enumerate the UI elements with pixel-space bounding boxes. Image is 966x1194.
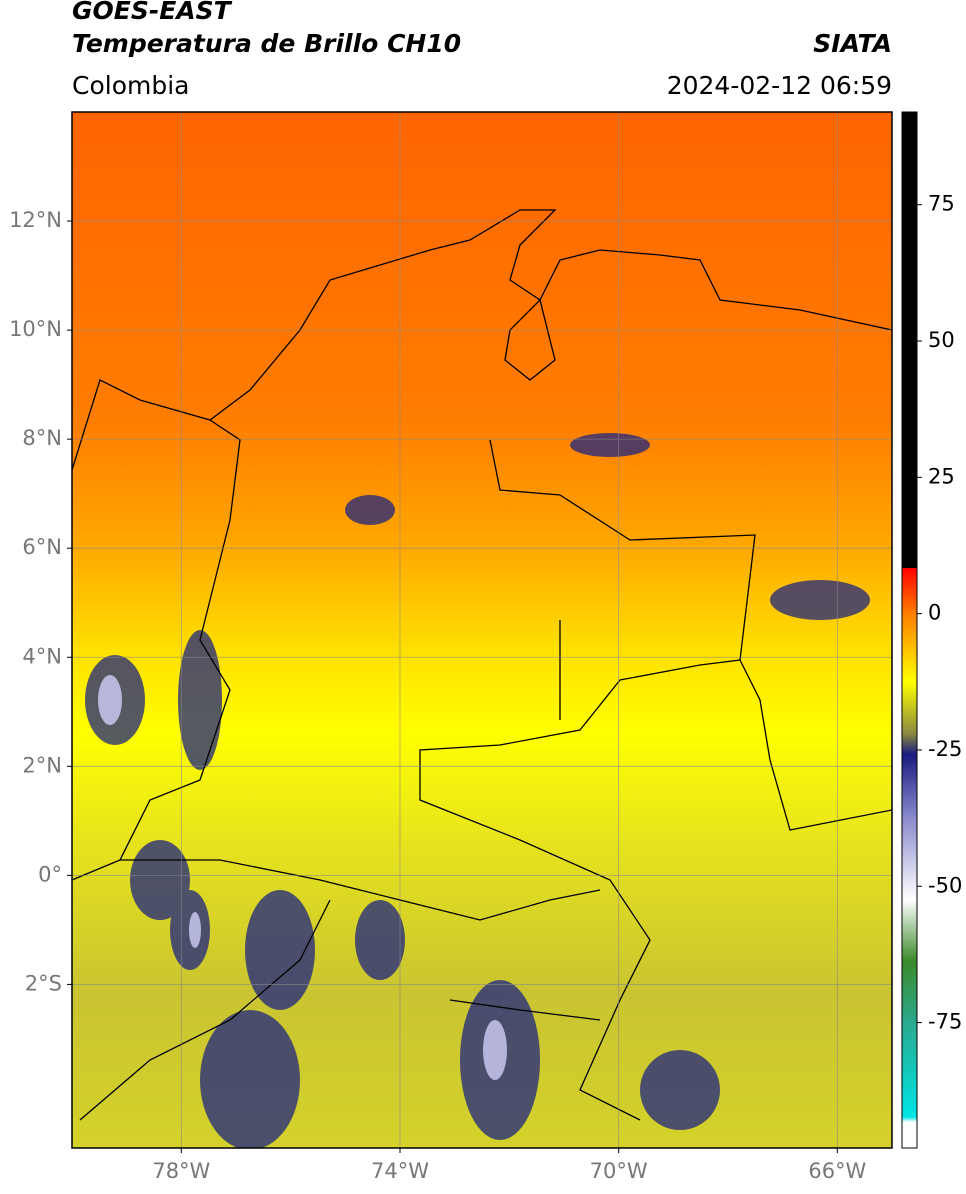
title: GOES-EAST [72, 0, 233, 25]
timestamp: 2024-02-12 06:59 [667, 71, 892, 100]
x-tick-label: 70°W [590, 1159, 648, 1183]
map-image [72, 112, 892, 1148]
region: Colombia [72, 71, 189, 100]
x-tick-label: 78°W [152, 1159, 210, 1183]
y-tick-label: 8°N [22, 426, 62, 450]
subtitle: Temperatura de Brillo CH10 [72, 29, 461, 58]
source: SIATA [813, 29, 892, 58]
colorbar-tick-label: 25 [928, 464, 955, 488]
gridlines [72, 112, 892, 1148]
colorbar-tick-label: -50 [928, 873, 962, 897]
map-frame [71, 111, 893, 1149]
y-tick-label: 2°S [25, 971, 62, 995]
colorbar-tick-label: 0 [928, 601, 941, 625]
y-tick-label: 10°N [9, 317, 62, 341]
colorbar-tick-label: 50 [928, 328, 955, 352]
y-tick-label: 0° [38, 862, 62, 886]
x-tick-label: 74°W [371, 1159, 429, 1183]
ticks: 78°W 74°W 70°W 66°W 12°N 10°N 8°N 6°N 4°N 2°N 0° 2°… [9, 192, 962, 1183]
colorbar-tick-label: -25 [928, 737, 962, 761]
colorbar [901, 111, 918, 1149]
y-tick-label: 6°N [22, 535, 62, 559]
y-tick-label: 12°N [9, 208, 62, 232]
y-tick-label: 4°N [22, 644, 62, 668]
y-tick-label: 2°N [22, 753, 62, 777]
x-tick-label: 66°W [808, 1159, 866, 1183]
colorbar-tick-label: 75 [928, 192, 955, 216]
colorbar-tick-label: -75 [928, 1010, 962, 1034]
